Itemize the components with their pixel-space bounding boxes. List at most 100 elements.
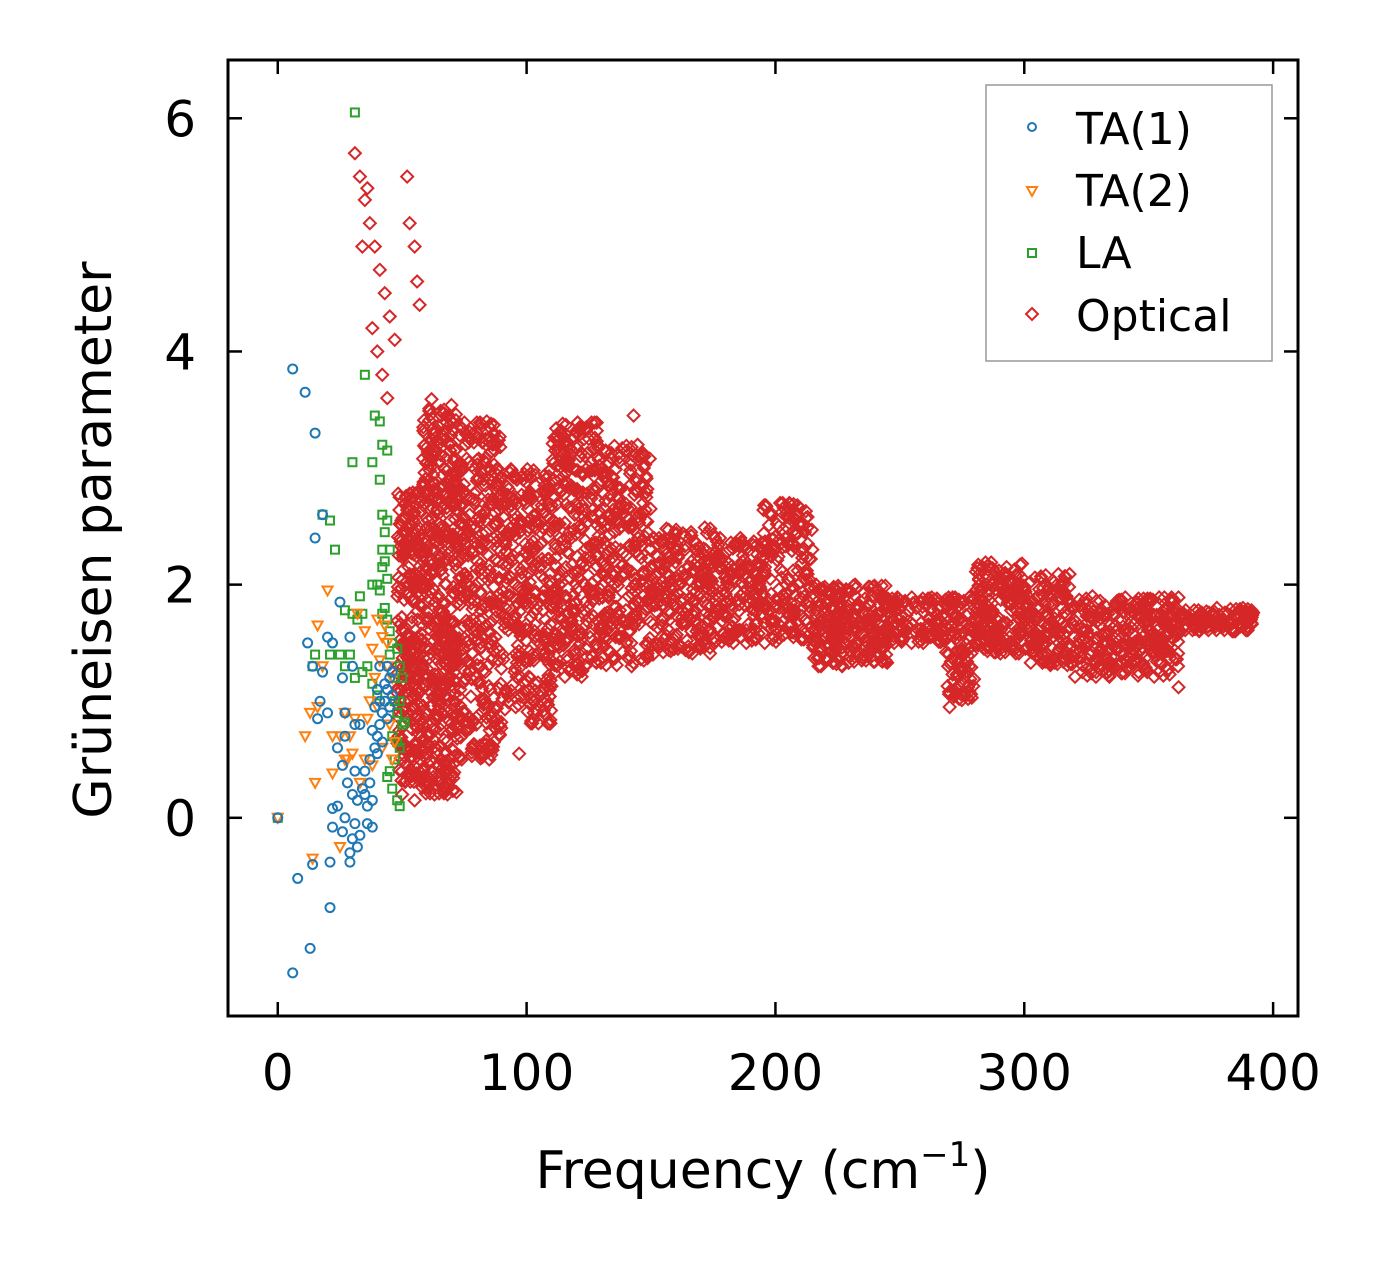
data-point-optical — [622, 537, 638, 553]
data-point-optical — [556, 429, 572, 444]
data-point-optical — [455, 532, 471, 548]
data-point-optical — [425, 411, 441, 427]
data-point-optical — [569, 481, 585, 497]
data-point-optical — [790, 577, 806, 593]
data-point-optical — [1055, 583, 1071, 598]
data-point-optical — [1033, 630, 1049, 646]
data-point-optical — [784, 580, 800, 596]
data-point-optical — [452, 750, 468, 766]
data-point-optical — [616, 614, 632, 630]
data-point-optical — [528, 647, 544, 662]
data-point-optical — [610, 504, 625, 520]
data-point-optical — [543, 703, 559, 718]
data-point-ta2 — [365, 643, 380, 656]
data-point-optical — [418, 543, 434, 559]
data-point-optical — [776, 500, 792, 516]
data-point-optical — [1051, 635, 1067, 651]
data-point-optical — [455, 550, 471, 566]
data-point-ta1 — [339, 812, 351, 824]
data-point-optical — [813, 658, 829, 674]
data-point-optical — [605, 615, 621, 631]
data-point-optical — [710, 541, 726, 556]
data-point-optical — [649, 637, 664, 653]
data-point-optical — [830, 578, 846, 594]
data-point-optical — [474, 572, 490, 588]
data-point-optical — [599, 622, 614, 638]
data-point-optical — [496, 651, 511, 667]
data-point-optical — [602, 506, 618, 521]
data-point-optical — [427, 485, 442, 500]
data-point-optical — [798, 503, 814, 519]
data-point-optical — [677, 642, 693, 658]
data-point-optical — [1066, 629, 1082, 645]
data-point-optical — [899, 619, 915, 635]
data-point-optical — [417, 739, 433, 755]
data-point-optical — [1027, 570, 1043, 586]
data-point-optical — [419, 454, 435, 470]
data-point-optical — [568, 496, 584, 512]
data-point-optical — [481, 752, 497, 767]
data-point-optical — [1244, 602, 1259, 618]
data-point-optical — [627, 584, 643, 600]
data-point-optical — [671, 572, 687, 588]
data-point-optical — [570, 415, 586, 430]
data-point-optical — [477, 664, 493, 680]
data-point-optical — [483, 710, 499, 725]
data-point-optical — [546, 520, 562, 535]
data-point-optical — [886, 604, 902, 619]
data-point-ta1 — [322, 707, 334, 719]
data-point-la — [334, 649, 345, 660]
data-point-optical — [466, 495, 482, 511]
data-point-optical — [594, 514, 610, 530]
data-point-optical — [1041, 579, 1057, 595]
data-point-optical — [683, 528, 699, 544]
data-point-optical — [594, 465, 610, 481]
data-point-optical — [699, 598, 715, 614]
data-point-optical — [979, 577, 995, 593]
data-point-optical — [798, 612, 814, 628]
data-point-la — [387, 783, 398, 794]
data-point-ta1 — [336, 672, 348, 684]
data-point-optical — [949, 630, 965, 646]
data-point-optical — [463, 542, 479, 558]
data-point-optical — [559, 653, 575, 668]
data-point-optical — [550, 657, 566, 673]
data-point-optical — [623, 453, 639, 469]
data-point-optical — [758, 598, 773, 614]
data-point-optical — [1061, 579, 1077, 595]
data-point-optical — [476, 736, 492, 752]
data-point-optical — [1025, 640, 1041, 656]
data-point-optical — [890, 594, 906, 610]
data-point-optical — [452, 748, 468, 764]
data-point-optical — [521, 485, 537, 500]
data-point-optical — [522, 466, 538, 482]
data-point-optical — [536, 627, 552, 643]
data-point-optical — [793, 514, 809, 530]
data-point-optical — [784, 536, 800, 552]
data-point-optical — [488, 478, 504, 493]
data-point-la — [374, 416, 385, 427]
data-point-optical — [418, 785, 434, 801]
data-point-optical — [520, 541, 536, 556]
data-point-optical — [427, 542, 442, 558]
data-point-optical — [944, 595, 960, 611]
data-point-optical — [451, 689, 467, 704]
data-point-optical — [591, 570, 606, 586]
data-point-optical — [904, 590, 920, 605]
data-point-optical — [1008, 646, 1024, 661]
data-point-optical — [557, 669, 573, 685]
data-point-optical — [623, 635, 639, 651]
data-point-optical — [806, 650, 822, 666]
data-point-optical — [1072, 598, 1088, 614]
data-point-optical — [467, 593, 483, 609]
data-point-optical — [486, 579, 502, 595]
data-point-optical — [492, 727, 508, 743]
data-point-optical — [407, 708, 423, 724]
data-point-optical — [452, 682, 468, 697]
data-point-optical — [751, 576, 767, 591]
data-point-optical — [379, 390, 395, 406]
data-point-optical — [1077, 630, 1093, 646]
data-point-optical — [1213, 618, 1229, 633]
data-point-optical — [572, 643, 588, 659]
data-point-optical — [1226, 623, 1242, 639]
